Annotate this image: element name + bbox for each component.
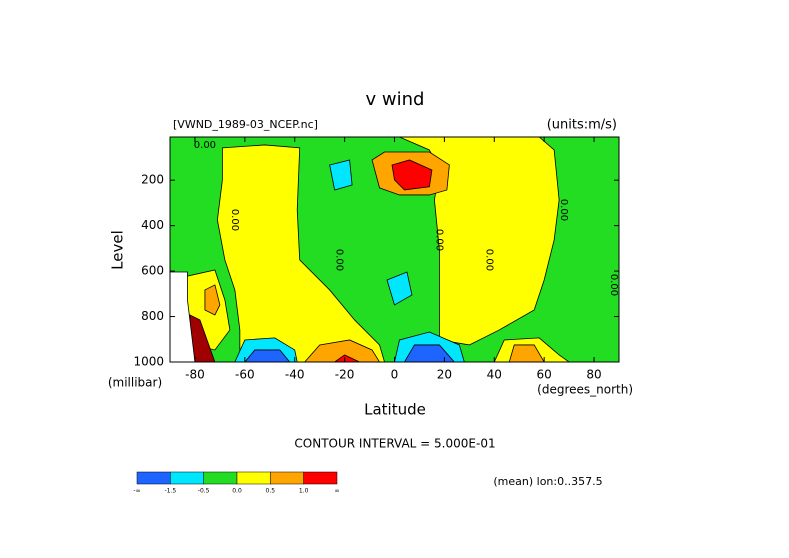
y-tick-label: 200 [141,173,164,187]
contour-label: 0.00 [433,229,444,251]
colorbar-swatch [270,471,304,485]
colorbar-swatch [303,471,338,485]
contour-label: 0.00 [483,249,494,271]
contour-label: 0.00 [558,199,569,221]
contour-region [329,159,353,191]
y-axis-unit: (millibar) [108,376,162,390]
contour-region [244,349,291,362]
y-axis-label: Level [109,230,127,270]
x-tick-label: 80 [586,368,601,382]
colorbar-swatch [170,471,204,485]
plot-area: 0.00 0.00 0.00 0.00 0.00 0.00 0.00 [170,137,619,362]
x-axis-label: Latitude [364,401,426,419]
colorbar-swatch [236,471,271,485]
contour-region [204,284,221,316]
contour-interval: CONTOUR INTERVAL = 5.000E-01 [294,437,495,451]
contour-region [386,271,413,306]
colorbar-label: 0.0 [232,488,242,495]
colorbar-label: ∞ [335,488,340,495]
subtitle-left: [VWND_1989-03_NCEP.nc] [173,118,318,131]
x-tick-label: -60 [235,368,255,382]
colorbar-label: 1.0 [299,488,309,495]
y-tick-label: 1000 [133,355,164,369]
contour-region [508,344,545,362]
x-axis-unit: (degrees_north) [537,383,633,397]
contour-label: 0.00 [194,140,216,151]
x-tick-label: 20 [437,368,452,382]
x-tick-label: 60 [537,368,552,382]
y-tick-label: 800 [141,309,164,323]
x-tick-label: -80 [185,368,205,382]
contour-region [391,159,433,191]
contour-region [304,339,381,362]
colorbar-label: -∞ [133,488,140,495]
contour-region [333,354,360,362]
contour-label: 0.00 [229,209,240,231]
contour-region [404,344,455,362]
contour-label: 0.00 [608,274,619,296]
colorbar-swatch [136,471,171,485]
y-tick-label: 400 [141,218,164,232]
subtitle-right: (units:m/s) [547,118,617,133]
mean-note: (mean) lon:0..357.5 [493,475,602,488]
contour-region [216,144,385,362]
x-tick-label: -20 [335,368,355,382]
contour-label: 0.00 [334,249,345,271]
x-tick-label: 40 [487,368,502,382]
x-tick-label: 0 [391,368,399,382]
chart-title: v wind [366,89,425,110]
y-tick-label: 600 [141,264,164,278]
colorbar-label: 0.5 [266,488,276,495]
colorbar-label: -0.5 [198,488,210,495]
colorbar-label: -1.5 [164,488,176,495]
colorbar-swatch [203,471,238,485]
contour-region [170,271,196,362]
x-tick-label: -40 [285,368,305,382]
